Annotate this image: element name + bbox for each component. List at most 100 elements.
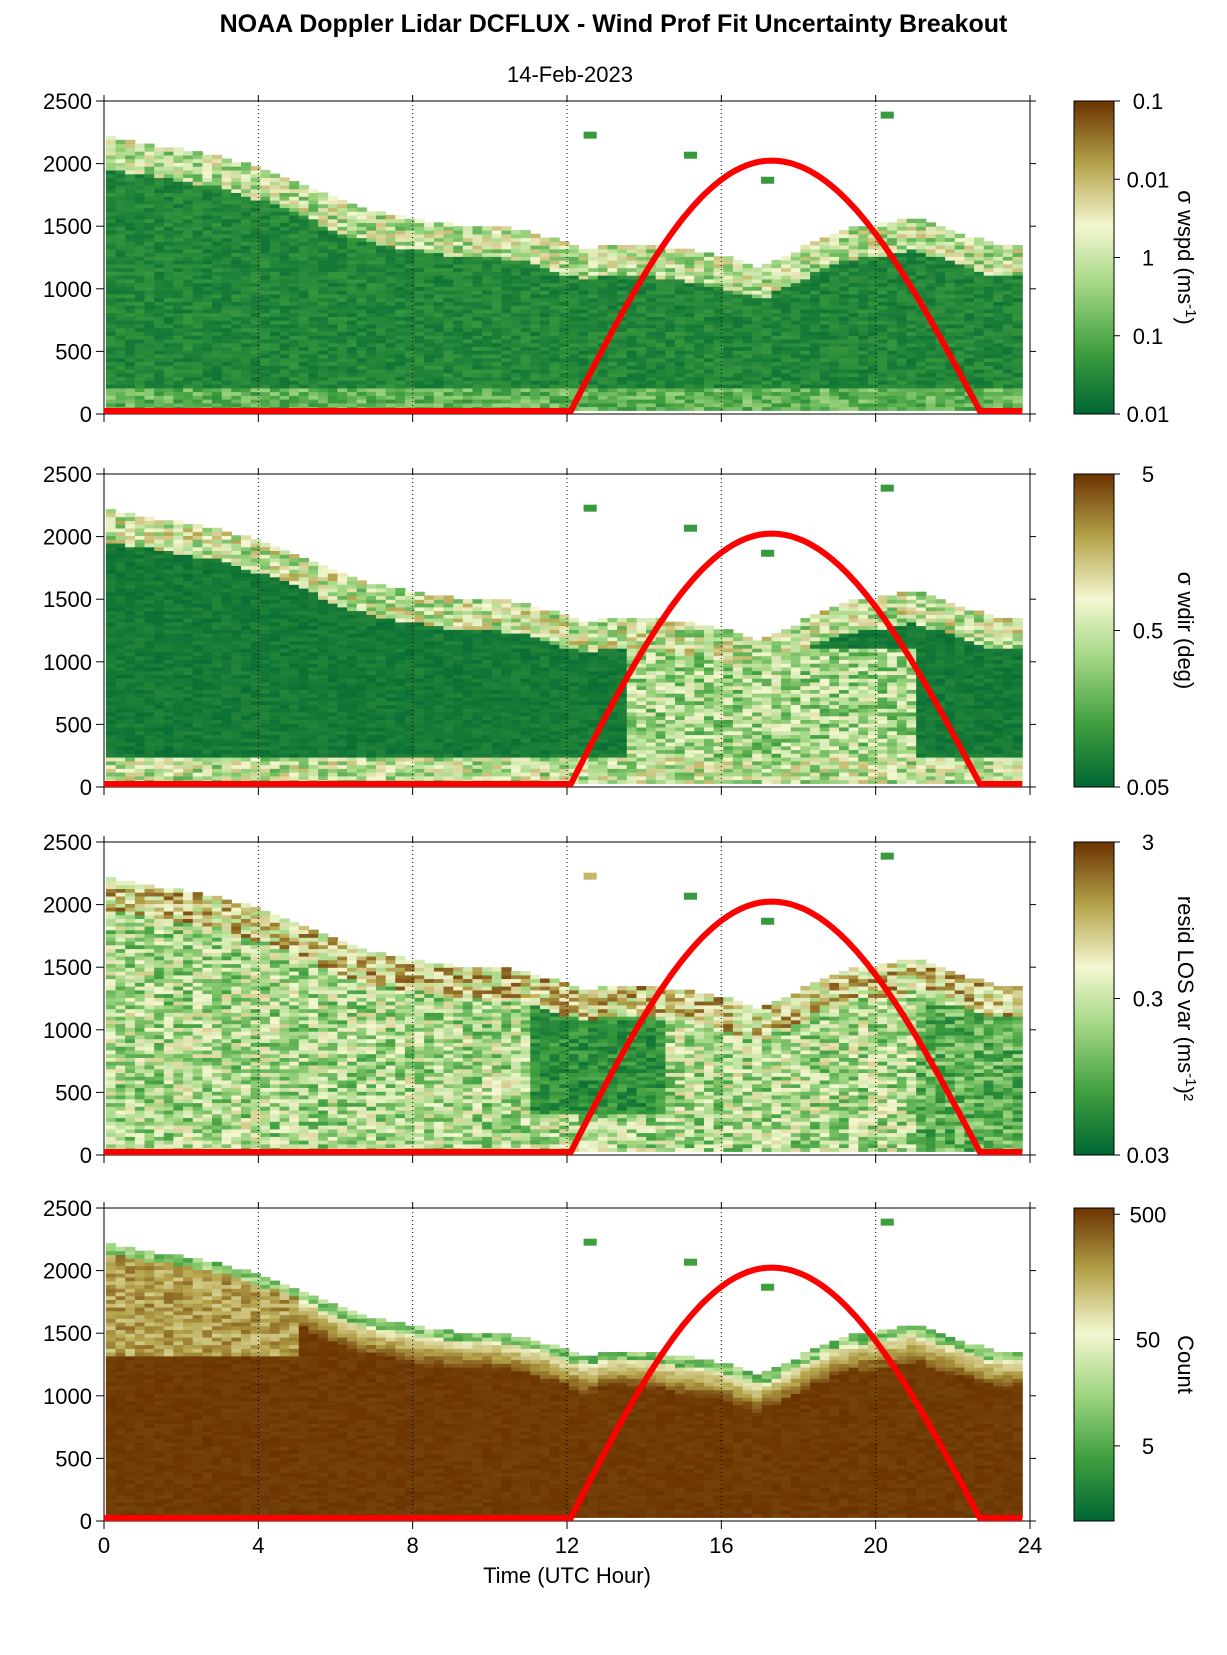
heatmap-cell <box>790 275 801 280</box>
heatmap-cell <box>501 353 512 359</box>
heatmap-cell <box>269 263 281 269</box>
heatmap-cell <box>318 350 329 355</box>
heatmap-cell <box>887 338 898 344</box>
heatmap-cell <box>704 376 715 381</box>
heatmap-cell <box>713 391 724 396</box>
heatmap-cell <box>675 357 686 363</box>
heatmap-cell <box>1003 380 1014 385</box>
heatmap-cell <box>337 357 348 363</box>
heatmap-cell <box>472 391 483 396</box>
heatmap-cell <box>212 169 223 175</box>
heatmap-cell <box>125 230 136 235</box>
heatmap-cell <box>472 301 483 306</box>
heatmap-cell <box>241 199 252 205</box>
heatmap-cell <box>183 166 194 171</box>
heatmap-cell <box>607 248 618 254</box>
heatmap-cell <box>848 256 859 261</box>
heatmap-cell <box>183 387 194 393</box>
heatmap-cell <box>298 188 309 193</box>
heatmap-cell <box>472 361 483 366</box>
heatmap-cell <box>771 399 782 404</box>
heatmap-cell <box>482 353 493 359</box>
heatmap-cell <box>192 384 203 389</box>
heatmap-cell <box>819 290 830 295</box>
heatmap-cell <box>183 173 194 178</box>
heatmap-cell <box>366 218 377 224</box>
heatmap-cell <box>424 293 435 299</box>
heatmap-cell <box>549 342 560 347</box>
heatmap-cell <box>202 372 213 378</box>
heatmap-cell <box>433 395 445 400</box>
heatmap-cell <box>935 248 946 254</box>
heatmap-cell <box>646 245 657 250</box>
heatmap-cell <box>308 342 319 347</box>
heatmap-cell <box>163 196 174 201</box>
heatmap-cell <box>163 192 174 197</box>
heatmap-cell <box>704 278 715 284</box>
heatmap-cell <box>694 256 705 261</box>
heatmap-cell <box>105 700 117 705</box>
heatmap-cell <box>183 271 194 276</box>
heatmap-cell <box>443 222 454 227</box>
heatmap-cell <box>540 346 551 351</box>
heatmap-cell <box>646 305 657 310</box>
heatmap-cell <box>221 387 232 393</box>
heatmap-cell <box>848 346 859 351</box>
heatmap-cell <box>954 301 965 306</box>
heatmap-cell <box>385 308 396 314</box>
heatmap-cell <box>125 376 136 381</box>
heatmap-cell <box>935 353 946 359</box>
heatmap-cell <box>501 331 512 336</box>
heatmap-cell <box>993 271 1004 276</box>
heatmap-cell <box>974 241 985 246</box>
heatmap-cell <box>337 199 348 205</box>
heatmap-cell <box>462 263 473 269</box>
heatmap-cell <box>887 384 898 389</box>
heatmap-cell <box>308 402 319 408</box>
heatmap-cell <box>298 290 309 295</box>
heatmap-cell <box>964 286 975 291</box>
heatmap-cell <box>617 372 628 378</box>
heatmap-cell <box>810 387 821 393</box>
heatmap-cell <box>675 323 686 329</box>
heatmap-cell <box>453 226 464 231</box>
heatmap-cell <box>761 346 772 351</box>
heatmap-cell <box>974 305 985 310</box>
heatmap-cell <box>115 188 126 193</box>
heatmap-cell <box>221 230 232 235</box>
heatmap-cell <box>723 271 734 276</box>
heatmap-cell <box>173 316 184 321</box>
heatmap-cell <box>443 312 454 317</box>
heatmap-cell <box>424 233 435 239</box>
heatmap-cell <box>269 387 281 393</box>
heatmap-cell <box>241 177 252 182</box>
heatmap-cell <box>414 368 425 374</box>
heatmap-cell <box>376 353 387 359</box>
heatmap-cell <box>366 402 377 408</box>
heatmap-cell <box>173 233 184 239</box>
heatmap-cell <box>983 271 994 276</box>
heatmap-cell <box>925 256 936 261</box>
heatmap-cell <box>395 372 406 378</box>
heatmap-cell <box>578 248 589 254</box>
heatmap-cell <box>588 406 599 411</box>
heatmap-cell <box>742 346 753 351</box>
heatmap-cell <box>520 301 531 306</box>
heatmap-cell <box>144 241 155 246</box>
heatmap-cell <box>549 312 560 317</box>
heatmap-cell <box>800 384 811 389</box>
heatmap-cell <box>154 256 165 261</box>
heatmap-cell <box>887 391 898 396</box>
heatmap-cell <box>192 275 203 280</box>
heatmap-cell <box>163 399 174 404</box>
heatmap-cell <box>298 230 309 235</box>
heatmap-cell <box>549 248 560 254</box>
heatmap-cell <box>732 391 744 396</box>
heatmap-cell <box>626 316 637 321</box>
heatmap-cell <box>337 297 348 302</box>
heatmap-cell <box>704 263 715 269</box>
heatmap-cell <box>790 376 801 381</box>
heatmap-cell <box>636 350 647 355</box>
heatmap-cell <box>954 233 965 239</box>
heatmap-cell <box>347 248 358 254</box>
